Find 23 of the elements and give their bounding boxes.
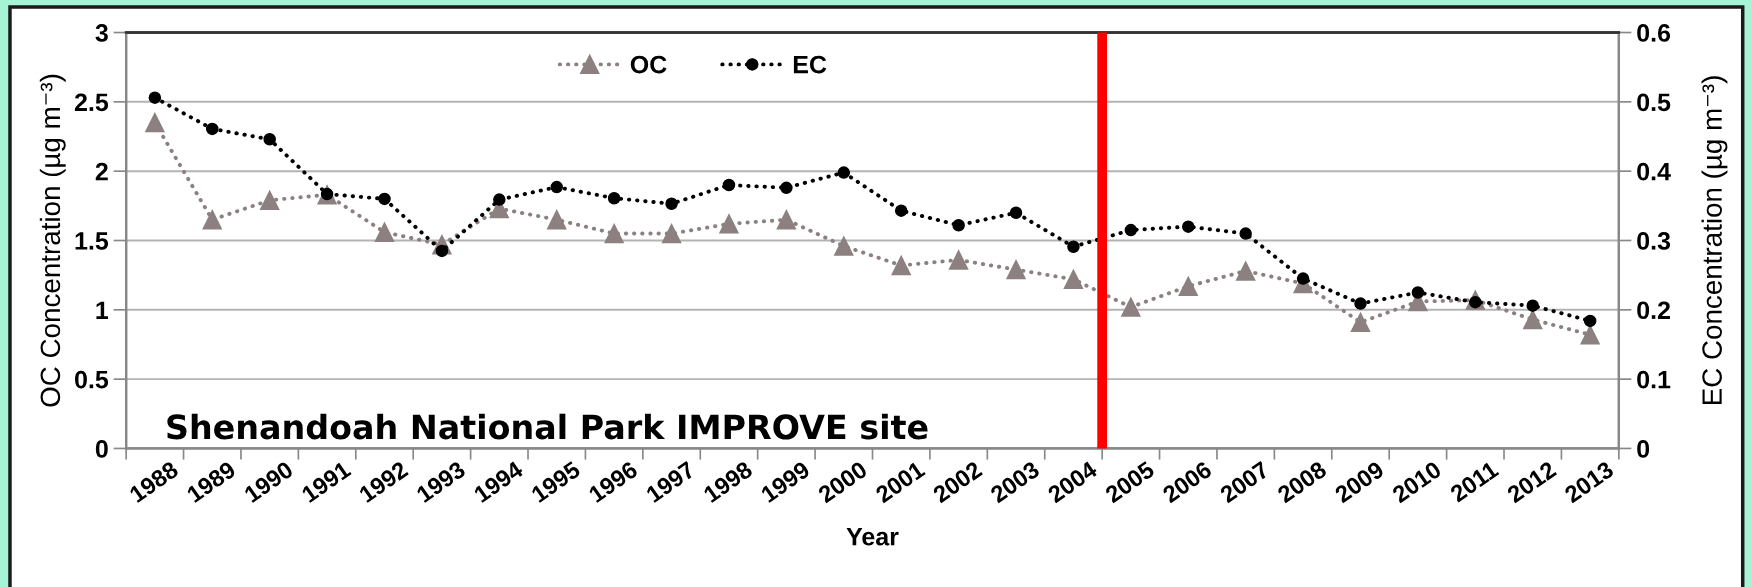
x-axis-title: Year bbox=[846, 528, 899, 546]
y-tick-label: 1.5 bbox=[75, 232, 109, 250]
annotation: Shenandoah National Park IMPROVE site bbox=[167, 413, 928, 440]
y-tick-label: 3 bbox=[95, 24, 108, 42]
y2-tick-label: 0.1 bbox=[1637, 370, 1671, 389]
x-tick-label: 2011 bbox=[1449, 460, 1500, 503]
x-tick-label: 1991 bbox=[300, 460, 352, 504]
legend-label: EC bbox=[793, 55, 827, 74]
y2-tick-label: 0.2 bbox=[1637, 301, 1670, 320]
legend-label: OC bbox=[630, 55, 667, 74]
y2-tick-label: 0 bbox=[1637, 440, 1650, 458]
y-tick-label: 0 bbox=[95, 440, 108, 458]
y-tick-label: 2 bbox=[95, 162, 108, 181]
y-tick-label: 1 bbox=[96, 301, 109, 319]
y2-tick-label: 0.3 bbox=[1637, 232, 1671, 250]
y-tick-label: 2.5 bbox=[74, 93, 109, 112]
y2-tick-label: 0.4 bbox=[1637, 162, 1671, 181]
y2-axis-title: EC Concentration (µg m⁻³) bbox=[1701, 76, 1728, 405]
y-tick-label: 0.5 bbox=[75, 370, 109, 389]
x-tick-label: 2001 bbox=[874, 460, 926, 504]
y2-tick-label: 0.6 bbox=[1637, 24, 1671, 42]
y2-tick-label: 0.5 bbox=[1637, 93, 1671, 112]
y-axis-title: OC Concentration (µg m⁻³) bbox=[39, 74, 66, 407]
